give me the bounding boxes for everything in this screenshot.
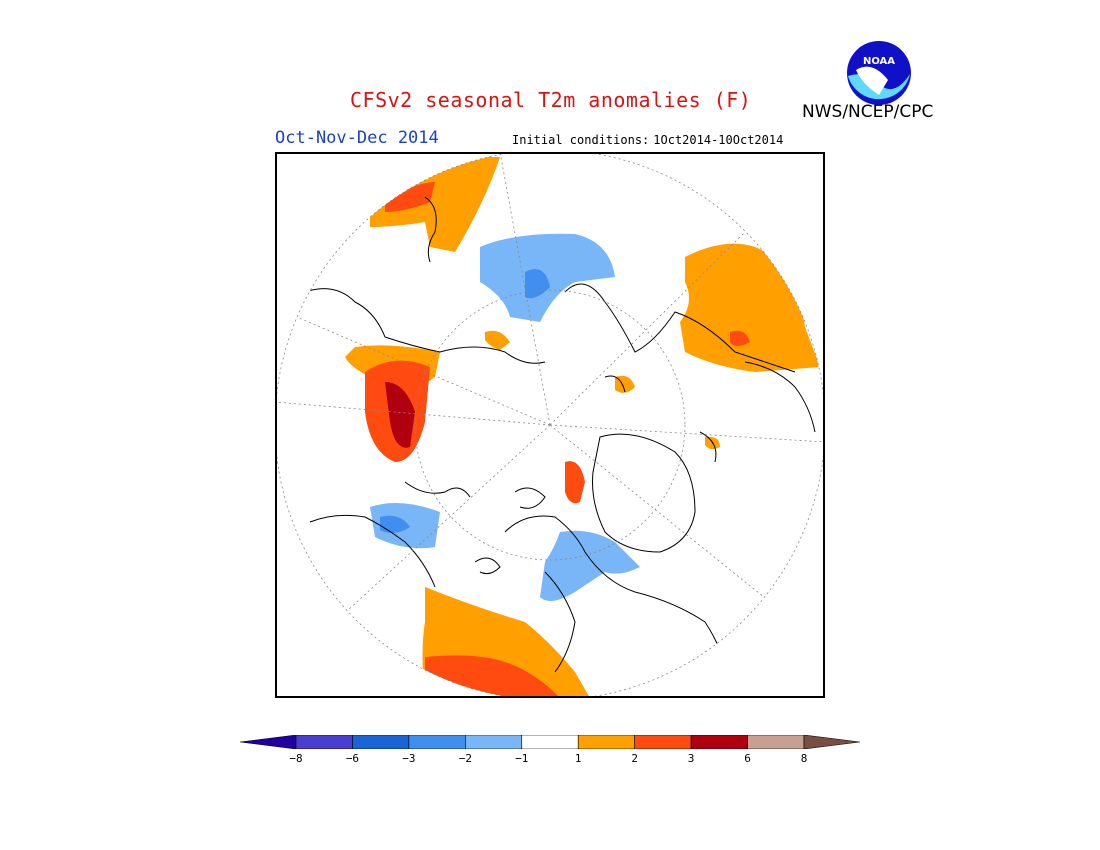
- colorbar-segment: [577, 735, 635, 749]
- colorbar-segment: [408, 735, 466, 749]
- colorbar-segment: [521, 735, 579, 749]
- map-title: CFSv2 seasonal T2m anomalies (F): [350, 88, 752, 112]
- cool-region-canada-north: [540, 530, 640, 601]
- colorbar-tick-label: −2: [458, 752, 472, 765]
- colorbar-tick-label: 6: [744, 752, 751, 765]
- graticule: [275, 152, 825, 623]
- colorbar: [240, 735, 860, 749]
- warm-region-europe-north: [370, 157, 500, 252]
- coastlines: [304, 196, 816, 698]
- colorbar-segment: [240, 735, 297, 749]
- colorbar-tick-label: 2: [631, 752, 638, 765]
- colorbar-segment: [352, 735, 410, 749]
- initial-conditions: Initial conditions: 1Oct2014-10Oct2014: [508, 133, 783, 147]
- colorbar-tick-label: 8: [800, 752, 808, 765]
- colorbar-segment: [295, 735, 353, 749]
- polar-map: [275, 152, 825, 698]
- agency-label: NWS/NCEP/CPC: [802, 102, 934, 122]
- hot-spot-alaska: [730, 330, 750, 346]
- colorbar-segment: [634, 735, 692, 749]
- initial-conditions-value: 1Oct2014-10Oct2014: [653, 133, 784, 147]
- cool-region-siberia: [480, 233, 615, 322]
- colorbar-tick-label: −8: [289, 752, 303, 765]
- logo-text: NOAA: [863, 56, 895, 67]
- colorbar-tick-label: 3: [687, 752, 695, 765]
- noaa-logo-icon: NOAA: [847, 41, 911, 105]
- very-hot-region-europe: [385, 382, 415, 448]
- small-warm-spot-2: [485, 330, 510, 350]
- colorbar-tick-label: 1: [574, 752, 582, 765]
- cool-core-siberia: [525, 269, 550, 299]
- forecast-period: Oct-Nov-Dec 2014: [275, 128, 439, 148]
- colorbar-segment: [747, 735, 805, 749]
- colorbar-tick-label: −1: [515, 752, 529, 765]
- hot-region-europe-north: [385, 182, 435, 212]
- hot-region-greenland: [565, 461, 585, 504]
- colorbar-segment: [465, 735, 523, 749]
- cool-core-greenland-west: [380, 515, 410, 533]
- colorbar-tick-label: −3: [402, 752, 416, 765]
- colorbar-segment: [803, 735, 860, 749]
- colorbar-tick-label: −6: [345, 752, 360, 765]
- initial-conditions-label: Initial conditions:: [512, 133, 650, 147]
- colorbar-segment: [690, 735, 748, 749]
